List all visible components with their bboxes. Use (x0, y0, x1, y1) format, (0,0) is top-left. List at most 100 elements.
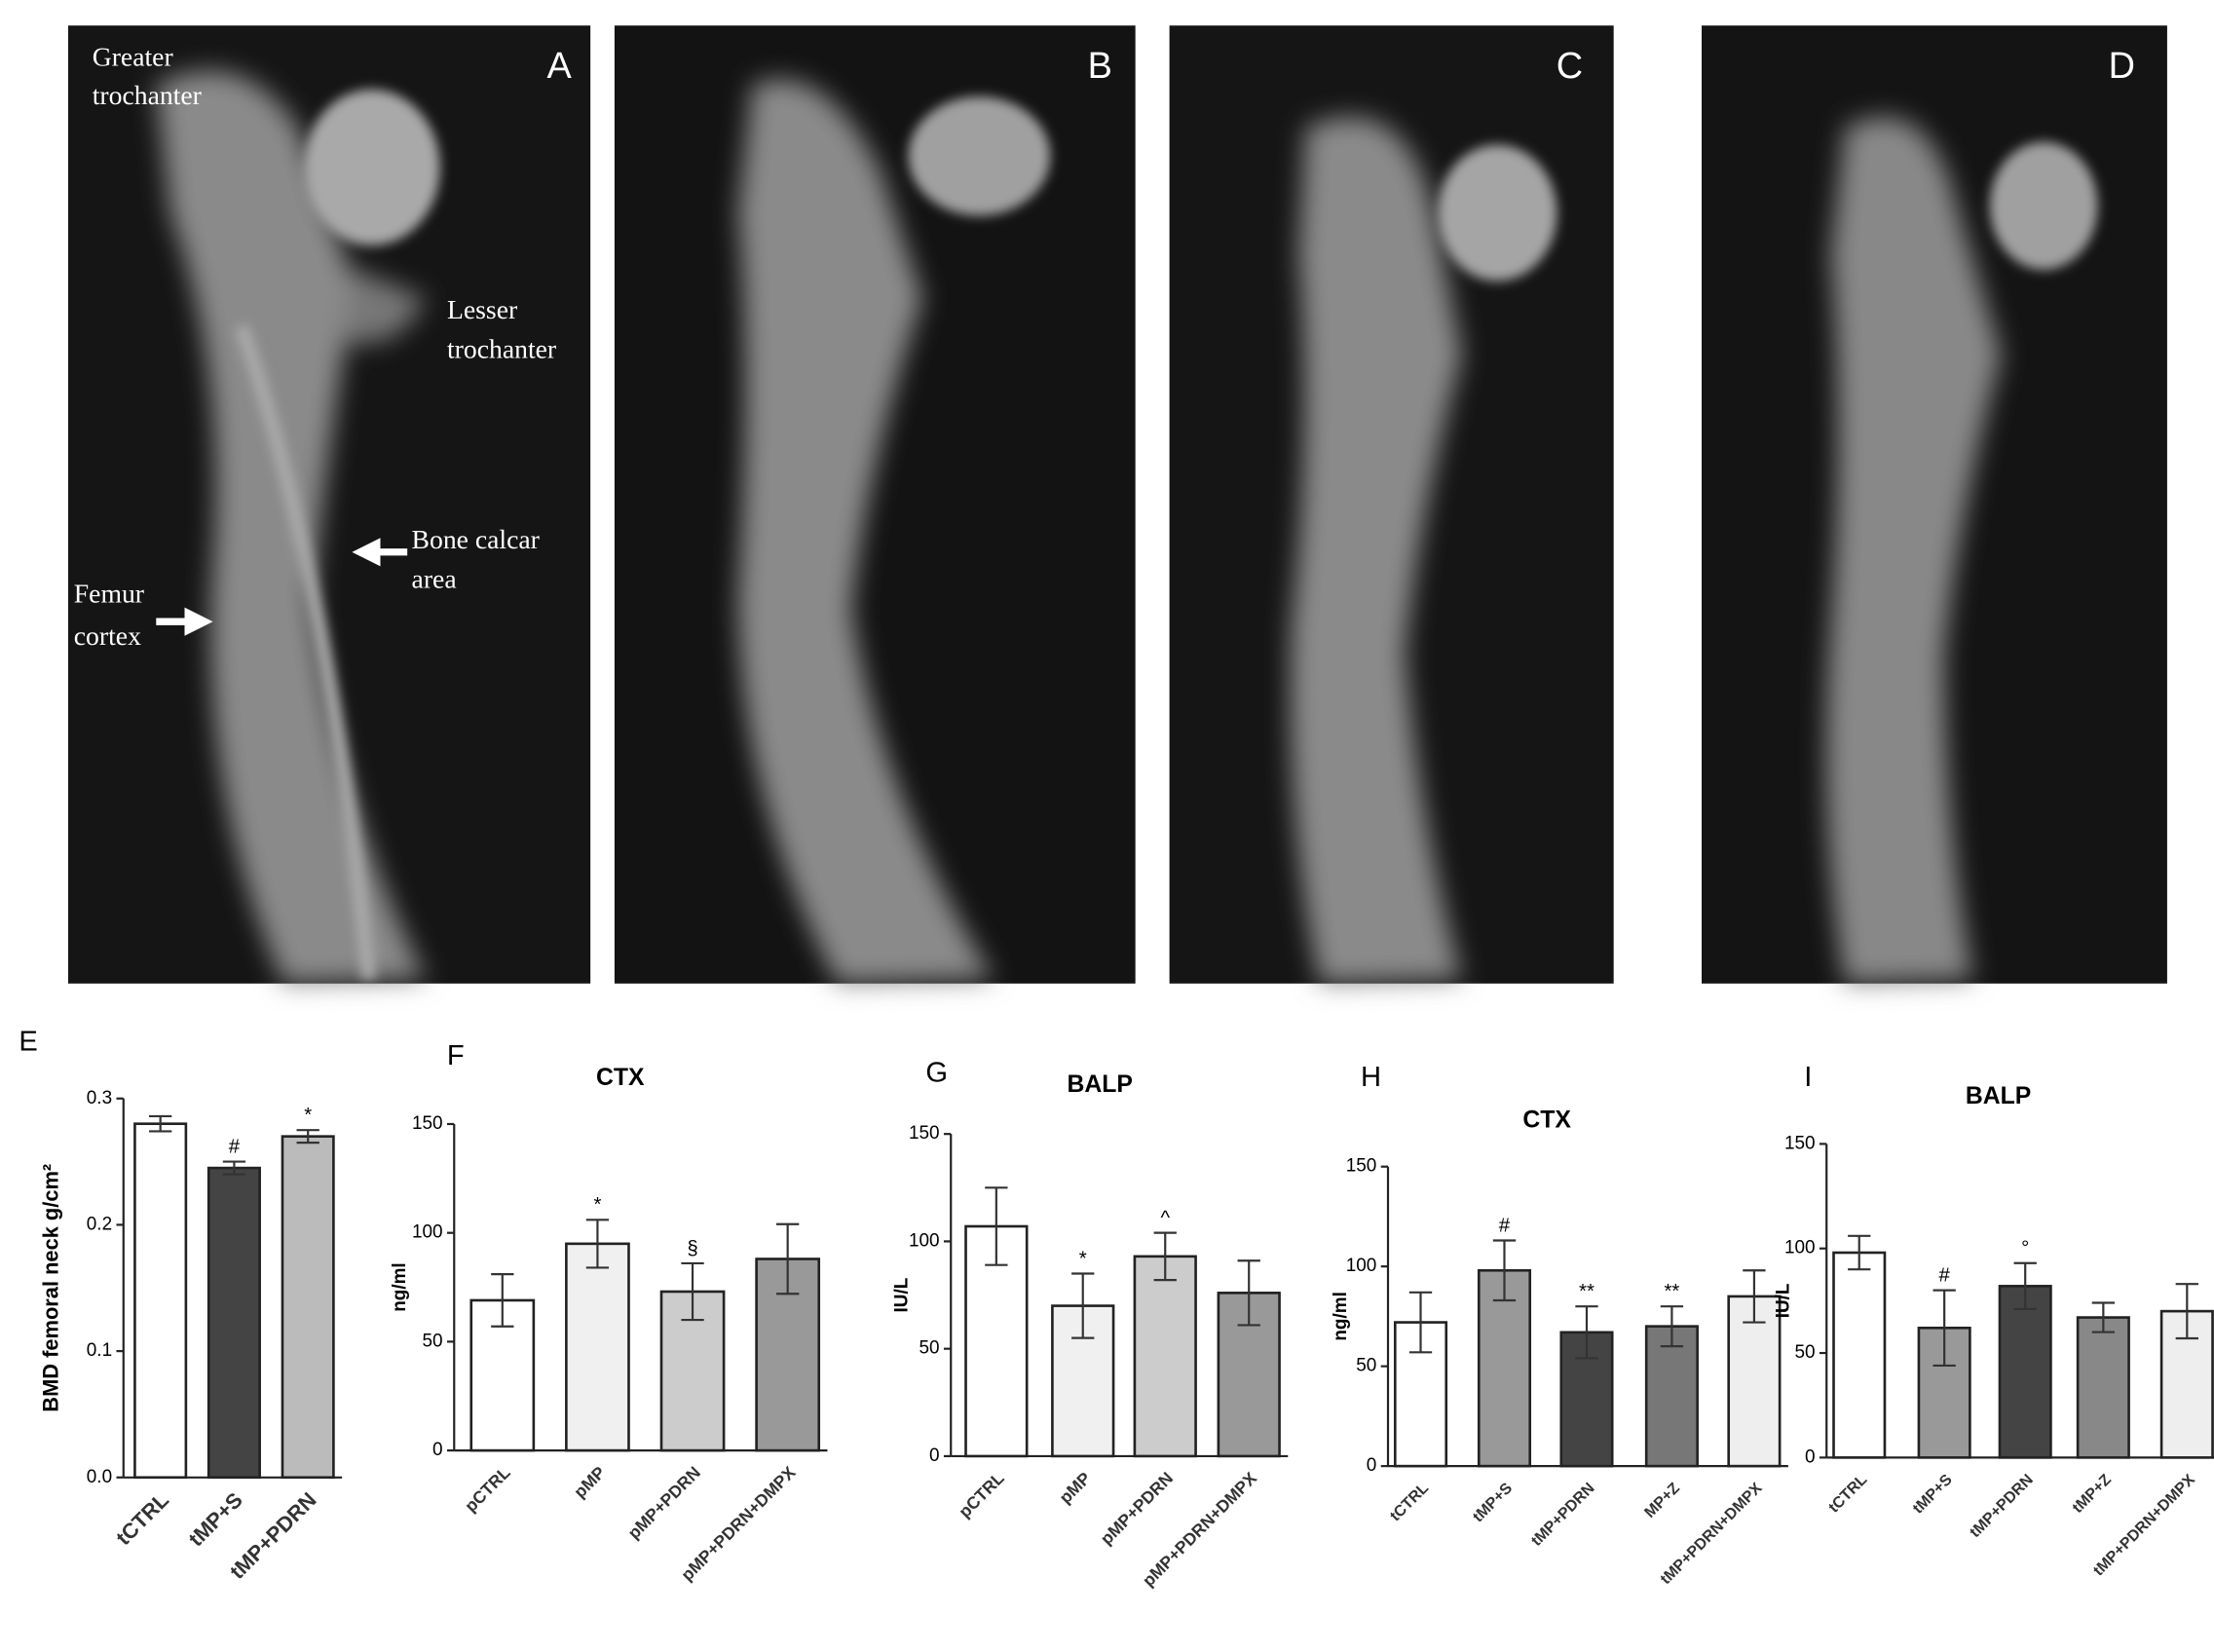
error-bar (1743, 1269, 1766, 1324)
y-tick-label: 0 (1367, 1455, 1377, 1476)
bar (1477, 1268, 1532, 1468)
significance-label: ° (2021, 1238, 2029, 1259)
x-tick-label: tMP+PDRN (1967, 1471, 2037, 1541)
y-tick-label: 50 (1794, 1342, 1815, 1363)
x-tick-label: tMP+PDRN (1527, 1480, 1597, 1550)
y-axis-label: IU/L (1774, 1283, 1794, 1318)
xray-c: C (1169, 25, 1614, 984)
error-bar (222, 1160, 246, 1176)
annotation: trochanter (93, 80, 202, 110)
bar (281, 1135, 335, 1480)
error-bar (296, 1129, 319, 1145)
significance-label: ** (1579, 1281, 1595, 1302)
error-bar (148, 1114, 172, 1133)
x-tick-label: pCTRL (461, 1462, 514, 1516)
y-tick-label: 0 (929, 1446, 940, 1466)
error-bar (1153, 1231, 1177, 1282)
bar (1832, 1251, 1887, 1459)
x-tick-label: tMP+Z (2069, 1471, 2115, 1517)
panel-label: I (1804, 1062, 1812, 1093)
y-axis-label: ng/ml (1331, 1292, 1351, 1341)
chart-title: CTX (596, 1065, 645, 1091)
x-tick-label: pMP (570, 1462, 609, 1501)
bar (133, 1122, 188, 1480)
y-tick-label: 0.3 (87, 1088, 112, 1108)
bar (206, 1166, 261, 1480)
y-tick-label: 100 (412, 1222, 443, 1243)
panel-label: A (546, 46, 572, 87)
bar (1644, 1325, 1699, 1468)
x-tick-label: pMP+PDRN (1097, 1468, 1177, 1548)
significance-label: * (304, 1105, 312, 1126)
bar (1727, 1295, 1782, 1468)
error-bar (1848, 1234, 1871, 1271)
y-tick-label: 50 (919, 1338, 939, 1359)
error-bar (681, 1261, 704, 1322)
annotation: trochanter (447, 334, 556, 364)
error-bar (491, 1273, 514, 1328)
xray-b: B (614, 25, 1136, 984)
y-axis-label: IU/L (892, 1278, 913, 1313)
x-tick-label: tMP+S (184, 1487, 247, 1551)
y-axis-label: ng/ml (390, 1262, 410, 1312)
panel-label: H (1361, 1062, 1381, 1093)
annotation: Greater (93, 42, 173, 72)
annotation: Femur (74, 578, 144, 608)
y-tick-label: 100 (909, 1230, 940, 1251)
x-tick-label: tCTRL (1825, 1471, 1871, 1517)
significance-label: # (1499, 1215, 1511, 1236)
error-bar (1660, 1305, 1684, 1348)
error-bar (1933, 1289, 1956, 1368)
y-tick-label: 150 (1346, 1156, 1377, 1177)
xray-a: A Greater trochanter Lesser trochanter B… (67, 25, 591, 984)
panel-label: B (1088, 46, 1112, 87)
x-tick-label: tMP+S (1909, 1471, 1956, 1518)
error-bar (1575, 1305, 1598, 1360)
y-tick-label: 0.2 (87, 1214, 112, 1234)
y-tick-label: 150 (909, 1123, 940, 1144)
y-tick-label: 0 (432, 1440, 443, 1460)
x-tick-label: pMP+PDRN (624, 1462, 704, 1542)
error-bar (2013, 1261, 2037, 1311)
error-bar (1071, 1272, 1095, 1339)
bar (2076, 1316, 2130, 1459)
error-bar (985, 1186, 1008, 1266)
significance-label: # (1938, 1264, 1950, 1286)
annotation: Lesser (447, 294, 517, 324)
x-tick-label: tCTRL (111, 1487, 173, 1550)
significance-label: * (593, 1194, 601, 1216)
y-axis-label: BMD femoral neck g/cm² (39, 1164, 63, 1412)
panel-label: F (447, 1040, 465, 1071)
annotation: Bone calcar (412, 524, 540, 554)
significance-label: ^ (1160, 1207, 1170, 1228)
y-tick-label: 100 (1346, 1256, 1377, 1276)
error-bar (776, 1222, 800, 1295)
error-bar (2175, 1283, 2198, 1340)
chart-title: BALP (1068, 1071, 1133, 1098)
annotation: cortex (74, 620, 141, 651)
error-bar (2091, 1301, 2116, 1333)
error-bar (585, 1219, 610, 1269)
x-tick-label: pMP (1055, 1468, 1094, 1507)
x-tick-label: tMP+S (1469, 1479, 1516, 1525)
x-tick-label: tCTRL (1386, 1479, 1432, 1524)
chart-title: BALP (1966, 1083, 2031, 1109)
charts: E BMD femoral neck g/cm² 0.0 0.1 0.2 0.3 tCTRL… (19, 1027, 2214, 1591)
panel-label: E (19, 1027, 37, 1058)
bar (565, 1242, 630, 1452)
y-tick-label: 0.1 (87, 1340, 112, 1361)
panel-label: C (1557, 46, 1583, 87)
chart-title: CTX (1522, 1108, 1571, 1134)
bar-chart: FCTXng/ml050100150pCTRL*pMP§pMP+PDRNpMP+… (390, 1040, 828, 1585)
y-tick-label: 50 (423, 1331, 443, 1351)
bar (1133, 1255, 1197, 1458)
significance-label: ** (1664, 1281, 1679, 1302)
error-bar (1237, 1259, 1260, 1327)
y-tick-label: 150 (412, 1113, 443, 1134)
error-bar (1492, 1239, 1517, 1302)
annotation: area (412, 564, 457, 594)
xray-d: D (1702, 25, 2167, 984)
significance-label: # (229, 1136, 241, 1157)
y-tick-label: 0.0 (87, 1467, 112, 1487)
